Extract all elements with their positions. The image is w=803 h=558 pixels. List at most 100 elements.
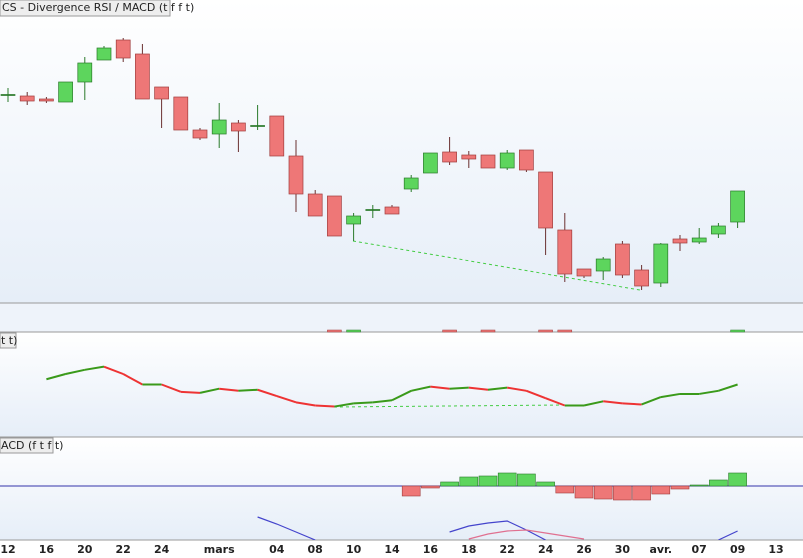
rsi-segment	[84, 365, 105, 371]
x-tick-label: 13	[768, 543, 783, 556]
candle-body	[211, 119, 227, 135]
rsi-title: t t)	[1, 334, 17, 347]
x-tick-label: 24	[154, 543, 170, 556]
rsi-segment	[238, 388, 258, 392]
rsi-segment	[65, 368, 86, 375]
rsi-segment	[660, 392, 681, 399]
candle-body	[519, 149, 534, 171]
candle-body	[595, 258, 611, 272]
candle-body	[730, 190, 745, 223]
candle-body	[461, 154, 477, 160]
rsi-segment	[219, 387, 239, 392]
macd-bar	[670, 485, 690, 490]
macd-bar	[689, 484, 709, 487]
candle-body	[480, 154, 496, 169]
rsi-segment	[257, 388, 278, 398]
rsi-segment	[622, 402, 642, 406]
macd-title-box	[0, 437, 54, 454]
x-tick-label: 10	[346, 543, 362, 556]
x-tick-label: avr.	[649, 543, 672, 556]
rsi-segment	[161, 383, 182, 393]
candle-body	[691, 237, 707, 243]
candle-body	[307, 193, 323, 217]
x-tick-label: 20	[77, 543, 93, 556]
candle-body	[135, 53, 150, 100]
candle-body	[346, 215, 361, 225]
macd-bar	[632, 485, 651, 501]
rsi-segment	[526, 389, 546, 400]
candle-body	[499, 152, 515, 169]
candle-body	[557, 229, 573, 275]
rsi-segment	[583, 400, 604, 407]
candle-body	[39, 98, 54, 102]
candle-body	[173, 96, 189, 131]
x-tick-label: 16	[39, 543, 55, 556]
volume-bar	[730, 329, 745, 333]
divergence-line	[352, 240, 641, 291]
candle-body	[19, 95, 35, 102]
rsi-segment	[276, 395, 297, 404]
macd-group	[0, 472, 803, 540]
rsi-segment	[603, 400, 623, 405]
macd-bar	[497, 472, 517, 487]
candle-body	[327, 195, 342, 237]
rsi-segment	[295, 401, 316, 407]
volume-bar	[442, 329, 457, 333]
rsi-panel	[0, 332, 803, 437]
macd-bar	[517, 473, 536, 487]
candle-body	[58, 81, 73, 103]
macd-bar	[651, 485, 671, 495]
rsi-segment	[641, 396, 662, 406]
candle-body	[538, 171, 553, 229]
candle-body	[0, 94, 16, 96]
candle-body	[192, 129, 208, 139]
macd-bar	[593, 485, 613, 500]
candle-body	[403, 177, 419, 190]
candle-body	[288, 155, 304, 195]
macd-bar	[536, 481, 555, 487]
rsi-segment	[122, 373, 143, 386]
rsi-title-box	[0, 332, 17, 349]
volume-bar	[346, 329, 361, 333]
macd-line	[257, 516, 738, 540]
rsi-segment	[353, 401, 373, 405]
x-tick-label: 07	[692, 543, 707, 556]
rsi-segment	[334, 402, 354, 408]
x-tick-label: mars	[204, 543, 235, 556]
x-axis	[0, 540, 803, 558]
candle-body	[77, 62, 93, 83]
candle-body	[653, 243, 669, 284]
candle-body	[231, 122, 246, 132]
candle-body	[96, 47, 112, 61]
volume-bar	[327, 329, 342, 333]
x-tick-label: 16	[423, 543, 439, 556]
macd-bar	[613, 485, 632, 501]
candle-body	[634, 269, 649, 287]
x-tick-label: 12	[0, 543, 15, 556]
rsi-segment	[449, 386, 469, 390]
x-tick-label: 24	[538, 543, 554, 556]
macd-bar	[728, 472, 747, 487]
macd-bar	[401, 485, 421, 497]
rsi-segment	[199, 387, 220, 394]
candle-body	[384, 206, 400, 215]
divergence-line	[333, 404, 565, 408]
chart-title: CS - Divergence RSI / MACD (t f f t)	[2, 1, 194, 14]
x-tick-label: 30	[615, 543, 631, 556]
x-tick-label: 18	[461, 543, 476, 556]
price-panel	[0, 0, 803, 303]
x-tick-label: 22	[500, 543, 515, 556]
candle-body	[154, 86, 169, 100]
candle-body	[672, 238, 688, 244]
macd-bar	[709, 479, 728, 487]
rsi-segment	[46, 373, 66, 381]
x-tick-label: 22	[116, 543, 131, 556]
volume-bar	[538, 329, 553, 333]
rsi-segment	[507, 386, 527, 392]
x-tick-label: 09	[730, 543, 745, 556]
rsi-segment	[180, 390, 201, 394]
macd-bar	[574, 485, 594, 499]
candle-body	[115, 39, 131, 59]
candle-body	[250, 125, 265, 127]
